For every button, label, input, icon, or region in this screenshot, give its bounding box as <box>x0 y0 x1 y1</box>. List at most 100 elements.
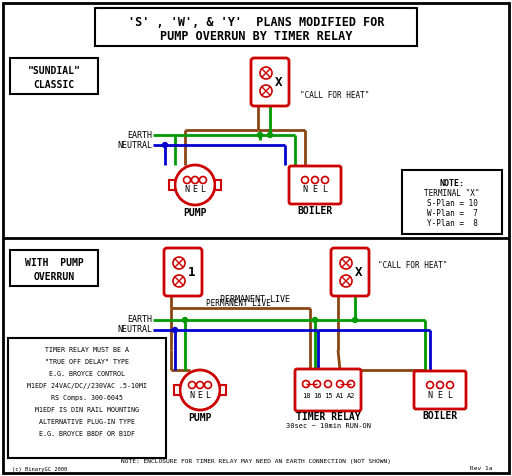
FancyBboxPatch shape <box>289 166 341 204</box>
Text: ALTERNATIVE PLUG-IN TYPE: ALTERNATIVE PLUG-IN TYPE <box>39 419 135 425</box>
Circle shape <box>348 380 354 387</box>
Bar <box>10 58 98 94</box>
Circle shape <box>322 177 329 184</box>
Circle shape <box>180 370 220 410</box>
Bar <box>215 180 221 190</box>
Text: E.G. BROYCE B8DF OR B1DF: E.G. BROYCE B8DF OR B1DF <box>39 431 135 437</box>
Circle shape <box>352 317 357 323</box>
Text: 30sec ~ 10min RUN-ON: 30sec ~ 10min RUN-ON <box>286 423 371 429</box>
Text: BOILER: BOILER <box>422 411 458 421</box>
Text: X: X <box>355 266 362 278</box>
Circle shape <box>197 381 203 388</box>
Text: "CALL FOR HEAT": "CALL FOR HEAT" <box>300 91 369 100</box>
Text: WITH  PUMP: WITH PUMP <box>25 258 83 268</box>
Text: A2: A2 <box>347 393 355 399</box>
Text: TIMER RELAY MUST BE A: TIMER RELAY MUST BE A <box>45 347 129 353</box>
Text: 'S' , 'W', & 'Y'  PLANS MODIFIED FOR: 'S' , 'W', & 'Y' PLANS MODIFIED FOR <box>128 16 384 29</box>
Bar <box>10 250 98 286</box>
Circle shape <box>340 275 352 287</box>
Text: "SUNDIAL": "SUNDIAL" <box>28 66 80 76</box>
Circle shape <box>302 177 309 184</box>
Text: 1: 1 <box>188 266 196 278</box>
Circle shape <box>183 177 190 184</box>
Text: N: N <box>189 390 195 399</box>
Bar <box>169 180 175 190</box>
Text: PUMP: PUMP <box>183 208 207 218</box>
Text: A1: A1 <box>336 393 344 399</box>
Circle shape <box>267 132 272 138</box>
Text: N: N <box>428 390 433 399</box>
Text: TERMINAL "X": TERMINAL "X" <box>424 189 480 198</box>
FancyBboxPatch shape <box>414 371 466 409</box>
Text: L: L <box>201 186 205 195</box>
Text: NEUTRAL: NEUTRAL <box>117 326 152 335</box>
Bar <box>8 338 166 458</box>
Text: Y-Plan =  8: Y-Plan = 8 <box>426 219 477 228</box>
Text: NEUTRAL: NEUTRAL <box>117 140 152 149</box>
Text: L: L <box>205 390 210 399</box>
Text: RS Comps. 300-6045: RS Comps. 300-6045 <box>51 395 123 401</box>
FancyBboxPatch shape <box>164 248 202 296</box>
Text: E: E <box>437 390 442 399</box>
Bar <box>95 8 417 46</box>
Bar <box>220 385 226 395</box>
Text: OVERRUN: OVERRUN <box>33 272 75 282</box>
Circle shape <box>437 381 443 388</box>
Circle shape <box>303 380 309 387</box>
Text: E: E <box>198 390 203 399</box>
Text: M1EDF IS DIN RAIL MOUNTING: M1EDF IS DIN RAIL MOUNTING <box>35 407 139 413</box>
Circle shape <box>162 142 167 148</box>
Circle shape <box>188 381 196 388</box>
Circle shape <box>426 381 434 388</box>
Text: L: L <box>323 186 328 195</box>
Circle shape <box>312 317 317 323</box>
Text: 16: 16 <box>313 393 321 399</box>
Text: E: E <box>193 186 198 195</box>
Circle shape <box>200 177 206 184</box>
Circle shape <box>173 327 178 333</box>
Bar <box>402 170 502 234</box>
Circle shape <box>311 177 318 184</box>
Text: X: X <box>275 76 283 89</box>
Bar <box>174 385 180 395</box>
Circle shape <box>260 67 272 79</box>
Text: TIMER RELAY: TIMER RELAY <box>296 412 360 422</box>
Text: Rev 1a: Rev 1a <box>470 466 493 472</box>
Text: PERMANENT LIVE: PERMANENT LIVE <box>220 296 290 305</box>
Circle shape <box>191 177 199 184</box>
Text: EARTH: EARTH <box>127 316 152 325</box>
Text: N: N <box>184 186 189 195</box>
Circle shape <box>175 165 215 205</box>
Text: EARTH: EARTH <box>127 130 152 139</box>
Text: BOILER: BOILER <box>297 206 333 216</box>
Text: (c) BinaryGC 2000: (c) BinaryGC 2000 <box>12 466 67 472</box>
FancyBboxPatch shape <box>251 58 289 106</box>
Circle shape <box>336 380 344 387</box>
Text: N: N <box>303 186 308 195</box>
Circle shape <box>260 85 272 97</box>
Text: NOTE: ENCLOSURE FOR TIMER RELAY MAY NEED AN EARTH CONNECTION (NOT SHOWN): NOTE: ENCLOSURE FOR TIMER RELAY MAY NEED… <box>121 459 391 465</box>
Text: E: E <box>312 186 317 195</box>
Text: S-Plan = 10: S-Plan = 10 <box>426 199 477 208</box>
Circle shape <box>340 257 352 269</box>
Text: M1EDF 24VAC/DC//230VAC .5-10MI: M1EDF 24VAC/DC//230VAC .5-10MI <box>27 383 147 389</box>
Text: "CALL FOR HEAT": "CALL FOR HEAT" <box>378 260 447 269</box>
Circle shape <box>173 257 185 269</box>
Text: L: L <box>447 390 453 399</box>
Circle shape <box>204 381 211 388</box>
Text: PUMP: PUMP <box>188 413 212 423</box>
Text: W-Plan =  7: W-Plan = 7 <box>426 209 477 218</box>
FancyBboxPatch shape <box>295 369 361 411</box>
Text: 15: 15 <box>324 393 332 399</box>
Text: PERMANENT LIVE: PERMANENT LIVE <box>206 299 270 308</box>
Text: E.G. BROYCE CONTROL: E.G. BROYCE CONTROL <box>49 371 125 377</box>
Circle shape <box>446 381 454 388</box>
Circle shape <box>325 380 331 387</box>
FancyBboxPatch shape <box>331 248 369 296</box>
Circle shape <box>258 132 263 138</box>
Text: "TRUE OFF DELAY" TYPE: "TRUE OFF DELAY" TYPE <box>45 359 129 365</box>
Text: 18: 18 <box>302 393 310 399</box>
Text: CLASSIC: CLASSIC <box>33 80 75 90</box>
Circle shape <box>182 317 187 323</box>
Circle shape <box>313 380 321 387</box>
